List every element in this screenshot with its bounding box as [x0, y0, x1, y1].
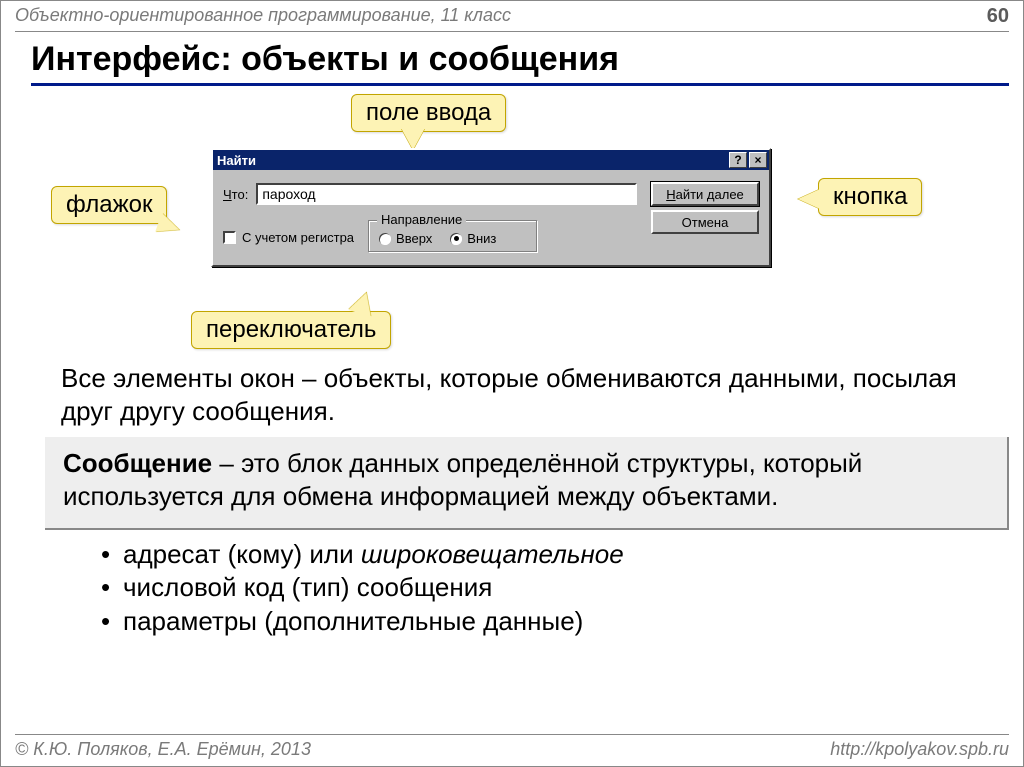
radio-up[interactable]: Вверх: [379, 231, 432, 246]
checkbox-icon: [223, 231, 236, 244]
slide-title: Интерфейс: объекты и сообщения: [1, 32, 1023, 79]
help-button[interactable]: ?: [729, 152, 747, 168]
callout-checkbox-tail: [155, 213, 183, 239]
callout-input-tail: [401, 128, 425, 150]
bullet-item: •параметры (дополнительные данные): [101, 605, 983, 639]
dialog-titlebar[interactable]: Найти ? ×: [213, 150, 769, 170]
diagram-stage: поле ввода флажок переключатель кнопка Н…: [1, 86, 1023, 356]
definition-term: Сообщение: [63, 448, 212, 478]
direction-group-title: Направление: [377, 212, 466, 227]
bullet-item: •числовой код (тип) сообщения: [101, 571, 983, 605]
footer: © К.Ю. Поляков, Е.А. Ерёмин, 2013 http:/…: [15, 734, 1009, 766]
direction-group: Направление Вверх Вниз: [368, 220, 538, 253]
dialog-title: Найти: [217, 153, 256, 168]
footer-url: http://kpolyakov.spb.ru: [830, 739, 1009, 760]
page-number: 60: [987, 5, 1009, 29]
cancel-button[interactable]: Отмена: [651, 210, 759, 234]
bullet-list: •адресат (кому) или широковещательное •ч…: [1, 530, 1023, 639]
search-input[interactable]: [256, 183, 637, 205]
callout-button: кнопка: [818, 178, 922, 216]
callout-radio: переключатель: [191, 311, 391, 349]
copyright: © К.Ю. Поляков, Е.А. Ерёмин, 2013: [15, 739, 311, 760]
paragraph-1: Все элементы окон – объекты, которые обм…: [1, 356, 1023, 427]
case-sensitive-label: С учетом регистра: [242, 230, 354, 245]
bullet-item: •адресат (кому) или широковещательное: [101, 538, 983, 572]
callout-checkbox: флажок: [51, 186, 167, 224]
find-next-button[interactable]: Найти далее: [651, 182, 759, 206]
definition-box: Сообщение – это блок данных определённой…: [45, 437, 1009, 530]
close-button[interactable]: ×: [749, 152, 767, 168]
callout-button-tail: [798, 189, 820, 209]
case-sensitive-checkbox[interactable]: С учетом регистра: [223, 230, 354, 245]
course-title: Объектно-ориентированное программировани…: [15, 5, 511, 29]
callout-input-field: поле ввода: [351, 94, 506, 132]
radio-down-label: Вниз: [467, 231, 496, 246]
radio-up-label: Вверх: [396, 231, 432, 246]
radio-icon-checked: [450, 233, 462, 245]
radio-down[interactable]: Вниз: [450, 231, 496, 246]
find-dialog: Найти ? × Что: Найти далее С учетом реги…: [211, 148, 771, 267]
radio-icon: [379, 233, 391, 245]
what-label: Что:: [223, 187, 248, 202]
